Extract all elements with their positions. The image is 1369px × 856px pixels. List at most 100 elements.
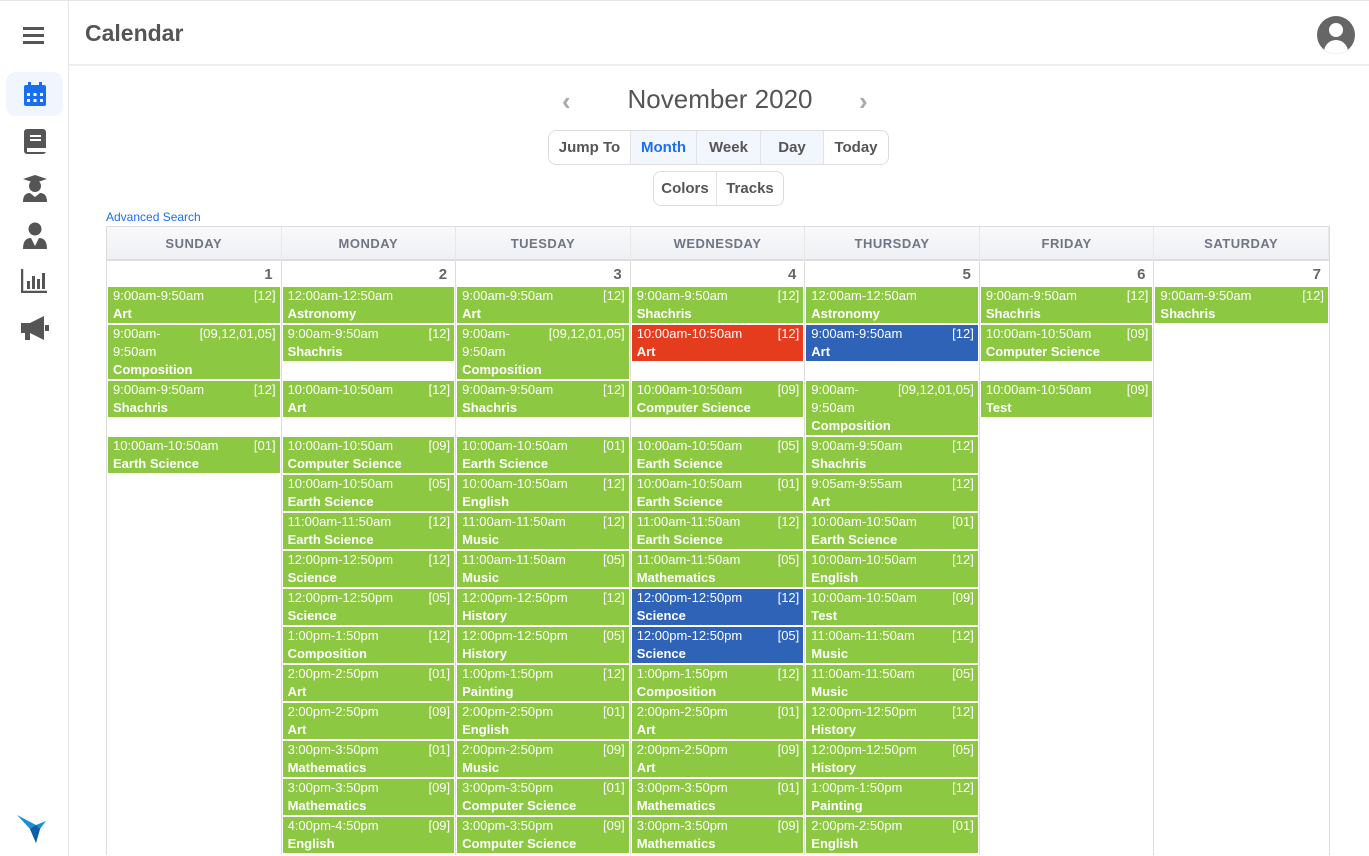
calendar-event[interactable]: 9:00am-9:50am [12] Shachris — [282, 325, 455, 361]
day-number-cell[interactable]: 1 — [107, 260, 282, 287]
calendar-event[interactable]: 10:00am-10:50am [12] Art — [631, 325, 804, 361]
day-number-cell[interactable]: 6 — [979, 260, 1155, 287]
calendar-event[interactable]: 12:00pm-12:50pm [05] History — [806, 741, 978, 777]
event-title: Art — [811, 494, 831, 509]
colors-button[interactable]: Colors — [654, 172, 717, 205]
day-number-cell[interactable]: 2 — [281, 260, 457, 287]
calendar-event[interactable]: 9:00am-9:50am [12] Shachris — [457, 381, 629, 417]
calendar-event[interactable]: 9:00am-9:50am [12] Shachris — [631, 287, 804, 323]
prev-month-button[interactable]: ‹ — [562, 86, 571, 116]
calendar-event[interactable]: 10:00am-10:50am [09] Computer Science — [631, 381, 804, 417]
calendar-event[interactable]: 2:00pm-2:50pm [09] Art — [631, 741, 804, 777]
calendar-event[interactable]: 2:00pm-2:50pm [01] Art — [282, 665, 455, 701]
calendar-event[interactable]: 1:00pm-1:50pm [12] Composition — [282, 627, 455, 663]
user-avatar-icon[interactable] — [1317, 16, 1355, 54]
calendar-event[interactable]: 9:00am-9:50am [12] Shachris — [108, 381, 280, 417]
calendar-event[interactable]: 12:00pm-12:50pm [12] Science — [282, 551, 455, 587]
calendar-event[interactable]: 2:00pm-2:50pm [01] English — [457, 703, 629, 739]
event-title: Earth Science — [287, 494, 374, 509]
event-slot: 1:00pm-1:50pm [12] Composition — [631, 665, 806, 703]
calendar-event[interactable]: 3:00pm-3:50pm [09] Mathematics — [282, 779, 455, 815]
calendar-event[interactable]: 3:00pm-3:50pm [01] Mathematics — [282, 741, 455, 777]
event-slot: 10:00am-10:50am [05] Earth Science — [282, 475, 457, 513]
event-title: Earth Science — [636, 456, 723, 471]
calendar-event[interactable]: 12:00pm-12:50pm [12] History — [806, 703, 978, 739]
calendar-event[interactable]: 3:00pm-3:50pm [01] Computer Science — [457, 779, 629, 815]
sidebar-item-courses[interactable] — [6, 119, 63, 163]
advanced-search-link[interactable]: Advanced Search — [106, 210, 201, 224]
calendar-event[interactable]: 9:00am-9:50am [12] Art — [806, 325, 978, 361]
calendar-event[interactable]: 2:00pm-2:50pm [09] Art — [282, 703, 455, 739]
calendar-event[interactable]: 9:00am-9:50am [12] Shachris — [1155, 287, 1328, 323]
day-view-button[interactable]: Day — [761, 131, 824, 164]
calendar-event[interactable]: 10:00am-10:50am [01] Earth Science — [631, 475, 804, 511]
calendar-event[interactable]: 11:00am-11:50am [05] Mathematics — [631, 551, 804, 587]
calendar-event[interactable]: 9:00am-9:50am [12] Art — [108, 287, 280, 323]
calendar-event[interactable]: 9:05am-9:55am [12] Art — [806, 475, 978, 511]
calendar-event[interactable]: 11:00am-11:50am [05] Music — [457, 551, 629, 587]
calendar-event[interactable]: 4:00pm-4:50pm [09] English — [282, 817, 455, 853]
event-slot — [1154, 325, 1329, 381]
jump-to-button[interactable]: Jump To — [549, 131, 631, 164]
calendar-event[interactable]: 11:00am-11:50am [12] Earth Science — [282, 513, 455, 549]
calendar-event[interactable]: 10:00am-10:50am [12] English — [457, 475, 629, 511]
sidebar-item-calendar[interactable] — [6, 72, 63, 116]
sidebar-item-students[interactable] — [6, 166, 63, 210]
calendar-event[interactable]: 1:00pm-1:50pm [12] Painting — [806, 779, 978, 815]
sidebar-item-announcements[interactable] — [6, 306, 63, 350]
calendar-event[interactable]: 10:00am-10:50am [09] Computer Science — [980, 325, 1153, 361]
calendar-event[interactable]: 2:00pm-2:50pm [01] Art — [631, 703, 804, 739]
calendar-event[interactable]: 9:00am-9:50am [09,12,01,05] Composition — [457, 325, 629, 379]
week-view-button[interactable]: Week — [697, 131, 761, 164]
calendar-event[interactable]: 2:00pm-2:50pm [09] Music — [457, 741, 629, 777]
calendar-event[interactable]: 10:00am-10:50am [09] Computer Science — [282, 437, 455, 473]
calendar-event[interactable]: 10:00am-10:50am [09] Test — [980, 381, 1153, 417]
calendar-event[interactable]: 3:00pm-3:50pm [09] Mathematics — [631, 817, 804, 853]
event-header: 3:00pm-3:50pm [09] — [288, 779, 451, 797]
app-logo-bird-icon — [17, 815, 46, 843]
sidebar-item-reports[interactable] — [6, 259, 63, 303]
day-number-cell[interactable]: 7 — [1154, 260, 1329, 287]
calendar-event[interactable]: 10:00am-10:50am [09] Test — [806, 589, 978, 625]
month-view-button[interactable]: Month — [631, 131, 697, 164]
calendar-event[interactable]: 10:00am-10:50am [05] Earth Science — [282, 475, 455, 511]
hamburger-menu-icon[interactable] — [23, 27, 44, 44]
calendar-event[interactable]: 11:00am-11:50am [12] Music — [806, 627, 978, 663]
day-number-cell[interactable]: 3 — [456, 260, 631, 287]
calendar-event[interactable]: 9:00am-9:50am [09,12,01,05] Composition — [108, 325, 280, 379]
calendar-event[interactable]: 3:00pm-3:50pm [09] Computer Science — [457, 817, 629, 853]
calendar-event[interactable]: 1:00pm-1:50pm [12] Painting — [457, 665, 629, 701]
calendar-event[interactable]: 12:00pm-12:50pm [05] History — [457, 627, 629, 663]
calendar-event[interactable]: 9:00am-9:50am [12] Art — [457, 287, 629, 323]
calendar-event[interactable]: 9:00am-9:50am [12] Shachris — [980, 287, 1153, 323]
sidebar-item-teachers[interactable] — [6, 213, 63, 257]
calendar-event[interactable]: 3:00pm-3:50pm [01] Mathematics — [631, 779, 804, 815]
calendar-event[interactable]: 12:00am-12:50am Astronomy — [282, 287, 455, 323]
calendar-event[interactable]: 12:00am-12:50am Astronomy — [806, 287, 978, 323]
calendar-event[interactable]: 11:00am-11:50am [05] Music — [806, 665, 978, 701]
calendar-event[interactable]: 11:00am-11:50am [12] Music — [457, 513, 629, 549]
calendar-event[interactable]: 12:00pm-12:50pm [12] Science — [631, 589, 804, 625]
calendar-event[interactable]: 9:00am-9:50am [09,12,01,05] Composition — [806, 381, 978, 435]
event-code: [01] — [428, 742, 451, 757]
next-month-button[interactable]: › — [859, 86, 868, 116]
calendar-event[interactable]: 2:00pm-2:50pm [01] English — [806, 817, 978, 853]
calendar-event[interactable]: 10:00am-10:50am [12] English — [806, 551, 978, 587]
calendar-event[interactable]: 10:00am-10:50am [05] Earth Science — [631, 437, 804, 473]
calendar-event[interactable]: 12:00pm-12:50pm [05] Science — [282, 589, 455, 625]
event-slot: 3:00pm-3:50pm [01] Computer Science — [456, 779, 631, 817]
calendar-event[interactable]: 9:00am-9:50am [12] Shachris — [806, 437, 978, 473]
calendar-event[interactable]: 10:00am-10:50am [01] Earth Science — [806, 513, 978, 549]
calendar-event[interactable]: 10:00am-10:50am [12] Art — [282, 381, 455, 417]
tracks-button[interactable]: Tracks — [726, 180, 774, 197]
calendar-event[interactable]: 10:00am-10:50am [01] Earth Science — [108, 437, 280, 473]
calendar-event[interactable]: 10:00am-10:50am [01] Earth Science — [457, 437, 629, 473]
calendar-event[interactable]: 12:00pm-12:50pm [05] Science — [631, 627, 804, 663]
day-number-cell[interactable]: 5 — [805, 260, 980, 287]
today-button[interactable]: Today — [834, 139, 878, 156]
calendar-event[interactable]: 11:00am-11:50am [12] Earth Science — [631, 513, 804, 549]
calendar-event[interactable]: 12:00pm-12:50pm [12] History — [457, 589, 629, 625]
event-time: 2:00pm-2:50pm — [287, 666, 379, 681]
calendar-event[interactable]: 1:00pm-1:50pm [12] Composition — [631, 665, 804, 701]
day-number-cell[interactable]: 4 — [630, 260, 806, 287]
